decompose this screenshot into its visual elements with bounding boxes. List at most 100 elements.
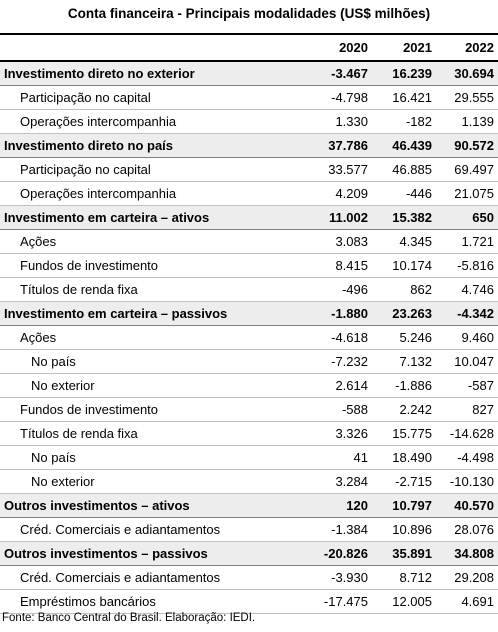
header-row: 2020 2021 2022 — [0, 33, 498, 62]
value-cell: -587 — [436, 373, 498, 398]
row-label: Participação no capital — [0, 157, 308, 182]
table-row: Participação no capital 33.577 46.885 69.49… — [0, 157, 498, 182]
value-cell: -1.384 — [308, 517, 372, 542]
table-row: No país 41 18.490 -4.498 — [0, 445, 498, 470]
value-cell: 3.083 — [308, 229, 372, 254]
row-label: No país — [0, 445, 308, 470]
value-cell: 30.694 — [436, 61, 498, 86]
value-cell: 11.002 — [308, 205, 372, 230]
value-cell: 28.076 — [436, 517, 498, 542]
row-label: Empréstimos bancários — [0, 589, 308, 614]
value-cell: 4.209 — [308, 181, 372, 206]
value-cell: 23.263 — [372, 301, 436, 326]
row-label: Títulos de renda fixa — [0, 277, 308, 302]
value-cell: 29.555 — [436, 85, 498, 110]
table-row: No país -7.232 7.132 10.047 — [0, 349, 498, 374]
value-cell: -1.886 — [372, 373, 436, 398]
row-label: Créd. Comerciais e adiantamentos — [0, 517, 308, 542]
table-row: Créd. Comerciais e adiantamentos -3.930 8.… — [0, 565, 498, 590]
table-row: Ações -4.618 5.246 9.460 — [0, 325, 498, 350]
column-header: 2021 — [372, 33, 436, 62]
value-cell: -20.826 — [308, 541, 372, 566]
table-row: Empréstimos bancários -17.475 12.005 4.691 — [0, 589, 498, 614]
row-label: Fundos de investimento — [0, 253, 308, 278]
value-cell: 41 — [308, 445, 372, 470]
value-cell: 16.421 — [372, 85, 436, 110]
table-row: Títulos de renda fixa 3.326 15.775 -14.628 — [0, 421, 498, 446]
row-label: Operações intercompanhia — [0, 181, 308, 206]
row-label: Ações — [0, 325, 308, 350]
value-cell: 2.242 — [372, 397, 436, 422]
data-table: 2020 2021 2022 Investimento direto no exte… — [0, 33, 498, 614]
value-cell: -4.342 — [436, 301, 498, 326]
value-cell: 10.047 — [436, 349, 498, 374]
value-cell: 1.330 — [308, 109, 372, 134]
row-label: Outros investimentos – ativos — [0, 493, 308, 518]
value-cell: 12.005 — [372, 589, 436, 614]
table-row: Investimento direto no exterior -3.467 16.… — [0, 61, 498, 86]
value-cell: 3.284 — [308, 469, 372, 494]
value-cell: 650 — [436, 205, 498, 230]
value-cell: -446 — [372, 181, 436, 206]
row-label: Investimento em carteira – passivos — [0, 301, 308, 326]
table-row: Fundos de investimento 8.415 10.174 -5.816 — [0, 253, 498, 278]
row-label: Operações intercompanhia — [0, 109, 308, 134]
row-label: Fundos de investimento — [0, 397, 308, 422]
value-cell: 34.808 — [436, 541, 498, 566]
value-cell: -3.930 — [308, 565, 372, 590]
value-cell: 827 — [436, 397, 498, 422]
value-cell: 10.896 — [372, 517, 436, 542]
value-cell: 46.885 — [372, 157, 436, 182]
value-cell: -7.232 — [308, 349, 372, 374]
table-row: Investimento em carteira – passivos -1.88… — [0, 301, 498, 326]
value-cell: -14.628 — [436, 421, 498, 446]
table-row: Títulos de renda fixa -496 862 4.746 — [0, 277, 498, 302]
table-row: Operações intercompanhia 4.209 -446 21.075 — [0, 181, 498, 206]
row-label: No país — [0, 349, 308, 374]
value-cell: -3.467 — [308, 61, 372, 86]
value-cell: 120 — [308, 493, 372, 518]
column-header: 2022 — [436, 33, 498, 62]
value-cell: 4.691 — [436, 589, 498, 614]
value-cell: 5.246 — [372, 325, 436, 350]
value-cell: 3.326 — [308, 421, 372, 446]
table-row: Fundos de investimento -588 2.242 827 — [0, 397, 498, 422]
value-cell: 862 — [372, 277, 436, 302]
table-row: Outros investimentos – ativos 120 10.797 40… — [0, 493, 498, 518]
value-cell: 4.746 — [436, 277, 498, 302]
value-cell: 40.570 — [436, 493, 498, 518]
value-cell: 9.460 — [436, 325, 498, 350]
row-label: No exterior — [0, 373, 308, 398]
value-cell: 1.139 — [436, 109, 498, 134]
table-row: Participação no capital -4.798 16.421 29.55… — [0, 85, 498, 110]
table-row: Operações intercompanhia 1.330 -182 1.139 — [0, 109, 498, 134]
value-cell: 90.572 — [436, 133, 498, 158]
value-cell: -4.618 — [308, 325, 372, 350]
value-cell: 16.239 — [372, 61, 436, 86]
source-note: Fonte: Banco Central do Brasil. Elaboraç… — [2, 612, 256, 624]
value-cell: 29.208 — [436, 565, 498, 590]
row-label: Investimento em carteira – ativos — [0, 205, 308, 230]
value-cell: 46.439 — [372, 133, 436, 158]
value-cell: 15.382 — [372, 205, 436, 230]
value-cell: 8.712 — [372, 565, 436, 590]
value-cell: -2.715 — [372, 469, 436, 494]
row-label: No exterior — [0, 469, 308, 494]
table-row: Investimento em carteira – ativos 11.002 1… — [0, 205, 498, 230]
value-cell: -4.498 — [436, 445, 498, 470]
value-cell: -5.816 — [436, 253, 498, 278]
value-cell: -4.798 — [308, 85, 372, 110]
table-row: Créd. Comerciais e adiantamentos -1.384 10… — [0, 517, 498, 542]
value-cell: 4.345 — [372, 229, 436, 254]
value-cell: -182 — [372, 109, 436, 134]
header-cell — [0, 33, 308, 62]
table-title: Conta financeira - Principais modalidade… — [67, 6, 431, 21]
value-cell: 15.775 — [372, 421, 436, 446]
value-cell: 7.132 — [372, 349, 436, 374]
value-cell: 37.786 — [308, 133, 372, 158]
row-label: Créd. Comerciais e adiantamentos — [0, 565, 308, 590]
value-cell: 8.415 — [308, 253, 372, 278]
row-label: Títulos de renda fixa — [0, 421, 308, 446]
table-row: No exterior 3.284 -2.715 -10.130 — [0, 469, 498, 494]
